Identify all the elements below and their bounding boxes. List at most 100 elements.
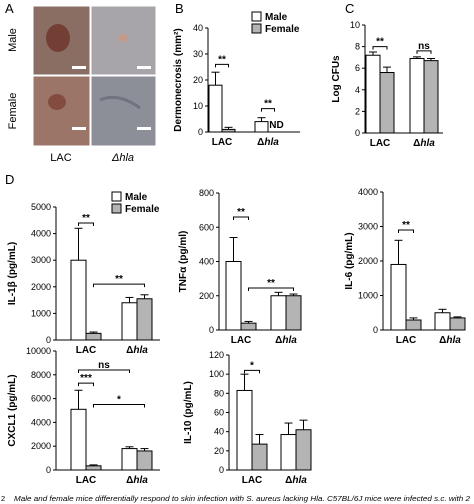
figure-caption: Male and female mice differentially resp… [14, 494, 471, 503]
significance-label: ns [98, 360, 110, 371]
significance-label: ** [115, 274, 123, 285]
bar-male [390, 263, 407, 331]
bar-male [270, 295, 287, 331]
bar-female [285, 295, 302, 331]
legend-label: Female [265, 24, 300, 35]
x-category-label: Δhla [257, 137, 279, 148]
y-tick-label: 40 [214, 427, 224, 437]
chart-tnfa: 0 200 400 600 800 TNFα (pg/ml) LAC Δhla ** ** [178, 188, 302, 346]
male-dhla-lesion [118, 34, 128, 42]
y-tick-label: 4000 [358, 187, 378, 197]
x-category-label: LAC [396, 335, 417, 346]
y-tick-label: 0 [198, 127, 203, 137]
y-axis-label: Dermonecrosis (mm²) [173, 28, 184, 131]
y-tick-label: 30 [193, 49, 203, 59]
panel-letter-b: B [175, 1, 184, 16]
y-tick-label: 100 [209, 369, 224, 379]
photo-col-label-lac: LAC [50, 152, 71, 164]
y-tick-label: 0 [355, 128, 360, 138]
panel-letter-a: A [5, 1, 14, 16]
y-axis-label: Log CFUs [331, 55, 342, 103]
legend-label: Male [265, 12, 288, 23]
legend-swatch [111, 191, 122, 202]
y-tick-label: 800 [199, 188, 214, 198]
legend-swatch [251, 11, 262, 22]
significance-bracket [215, 63, 229, 68]
y-tick-label: 10 [193, 101, 203, 111]
y-tick-label: 4000 [31, 229, 51, 239]
significance-label: ** [218, 54, 226, 65]
scale-bar [72, 127, 86, 130]
y-tick-label: 6000 [31, 394, 51, 404]
photo-grid [32, 5, 157, 147]
y-tick-label: 600 [199, 222, 214, 232]
y-tick-label: 40 [193, 23, 203, 33]
y-tick-label: 80 [214, 388, 224, 398]
significance-bracket [93, 283, 145, 288]
x-category-label: Δhla [413, 138, 435, 149]
scale-bar [72, 66, 86, 69]
chart-log-cfus: 0 2 4 6 8 10 Log CFUs LAC Δhla ** ns [331, 20, 443, 149]
significance-label: ** [82, 213, 90, 224]
y-tick-label: 3000 [358, 222, 378, 232]
photo-row-label-female: Female [7, 93, 19, 130]
photo-col-label-dhla: Δhla [111, 152, 134, 164]
female-dhla-photo [90, 75, 157, 147]
significance-bracket [248, 287, 294, 292]
legend-swatch [111, 203, 122, 214]
panel-letter-d: D [5, 172, 14, 187]
bar-female [240, 322, 257, 331]
y-tick-label: 5000 [31, 202, 51, 212]
bar-female [449, 317, 466, 331]
significance-bracket [93, 404, 145, 408]
bar-female [221, 128, 236, 133]
x-category-label: LAC [76, 475, 97, 486]
bar-male [236, 389, 253, 471]
y-tick-label: 200 [199, 291, 214, 301]
y-tick-label: 0 [46, 335, 51, 345]
significance-label: * [250, 360, 254, 371]
chart-dermonecrosis: 0 10 20 30 40 Dermonecrosis (mm²) LAC Δhla ND ** *… [173, 11, 300, 148]
y-tick-label: 0 [46, 465, 51, 475]
significance-bracket [261, 108, 275, 112]
photo-row-label-male: Male [7, 28, 19, 52]
significance-label: ** [376, 37, 384, 48]
bar-male [70, 408, 87, 471]
significance-bracket [233, 216, 249, 220]
y-tick-label: 400 [199, 257, 214, 267]
y-tick-label: 1000 [358, 291, 378, 301]
bar-female [295, 429, 312, 471]
y-axis-label: IL-1β (pg/mL) [7, 242, 18, 305]
y-tick-label: 60 [214, 408, 224, 418]
bar-male [121, 302, 138, 341]
significance-label: ** [264, 99, 272, 110]
chart-cxcl1: 0 2000 4000 6000 8000 10000 CXCL1 (pg/mL) LAC Δh… [7, 346, 160, 486]
significance-bracket [416, 50, 432, 54]
y-tick-label: 10 [350, 20, 360, 30]
y-tick-label: 1000 [31, 308, 51, 318]
significance-bracket [244, 369, 260, 374]
y-tick-label: 8 [355, 42, 360, 52]
x-category-label: LAC [370, 138, 391, 149]
significance-bracket [372, 46, 388, 50]
x-category-label: Δhla [126, 475, 148, 486]
y-axis-label: CXCL1 (pg/mL) [7, 374, 18, 446]
x-category-label: LAC [231, 335, 252, 346]
bar-female [405, 319, 422, 331]
y-tick-label: 4 [355, 85, 360, 95]
panel-letter-c: C [345, 1, 354, 16]
bar-male [280, 434, 297, 471]
bar-female [423, 60, 439, 134]
y-axis-label: IL-10 (pg/mL) [183, 381, 194, 444]
y-tick-label: 120 [209, 350, 224, 360]
significance-label: * [117, 395, 121, 406]
y-tick-label: 0 [373, 325, 378, 335]
bar-male [434, 312, 451, 331]
female-lac-lesion [48, 94, 66, 110]
female-dhla-mark [99, 95, 141, 110]
significance-bracket [78, 382, 94, 387]
y-tick-label: 3000 [31, 255, 51, 265]
bar-male [121, 448, 138, 471]
y-tick-label: 0 [219, 465, 224, 475]
